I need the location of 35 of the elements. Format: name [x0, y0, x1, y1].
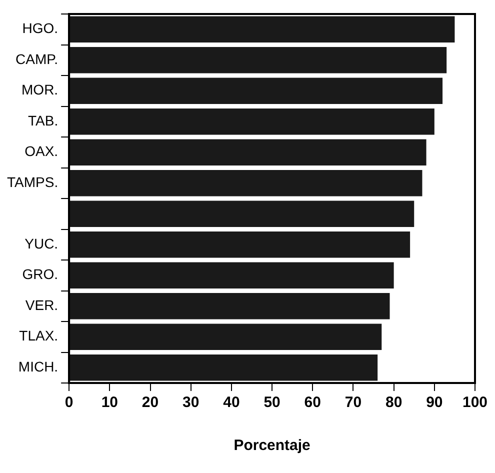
y-tick-label: YUC. — [24, 235, 58, 252]
x-tick-label: 90 — [426, 394, 443, 412]
bar — [70, 354, 378, 381]
x-tick-label: 0 — [64, 394, 74, 412]
y-tick-label: TLAX. — [19, 328, 58, 344]
x-tick-label: 100 — [462, 394, 488, 412]
x-tick-label: 10 — [101, 394, 118, 412]
y-tick-label: MICH. — [18, 358, 58, 374]
y-tick-label: VER. — [25, 296, 58, 313]
x-tick-label: 60 — [304, 394, 321, 412]
y-tick-label: HGO. — [22, 20, 58, 36]
bar — [70, 262, 394, 289]
bar — [70, 108, 434, 135]
x-tick-label: 50 — [264, 394, 280, 412]
bar — [70, 78, 443, 104]
y-tick-label: GRO. — [22, 266, 58, 282]
x-tick-label: 80 — [385, 394, 402, 412]
bar — [70, 292, 390, 320]
bar — [70, 46, 447, 74]
y-tick-label: OAX. — [24, 143, 58, 160]
bar — [70, 231, 410, 258]
x-tick-label: 40 — [223, 394, 240, 412]
bar — [70, 170, 422, 196]
bar — [70, 200, 414, 228]
x-tick-label: 20 — [142, 394, 159, 412]
y-tick-label: TAMPS. — [7, 174, 58, 190]
bar — [70, 324, 382, 350]
x-tick-label: 70 — [344, 394, 362, 412]
bar — [70, 16, 455, 43]
y-tick-label: MOR. — [22, 82, 58, 98]
bar — [70, 139, 426, 166]
x-axis-title: Porcentaje — [234, 437, 310, 454]
x-tick-label: 30 — [182, 394, 200, 412]
y-tick-label: CAMP. — [16, 50, 58, 67]
y-tick-label: TAB. — [28, 112, 58, 128]
